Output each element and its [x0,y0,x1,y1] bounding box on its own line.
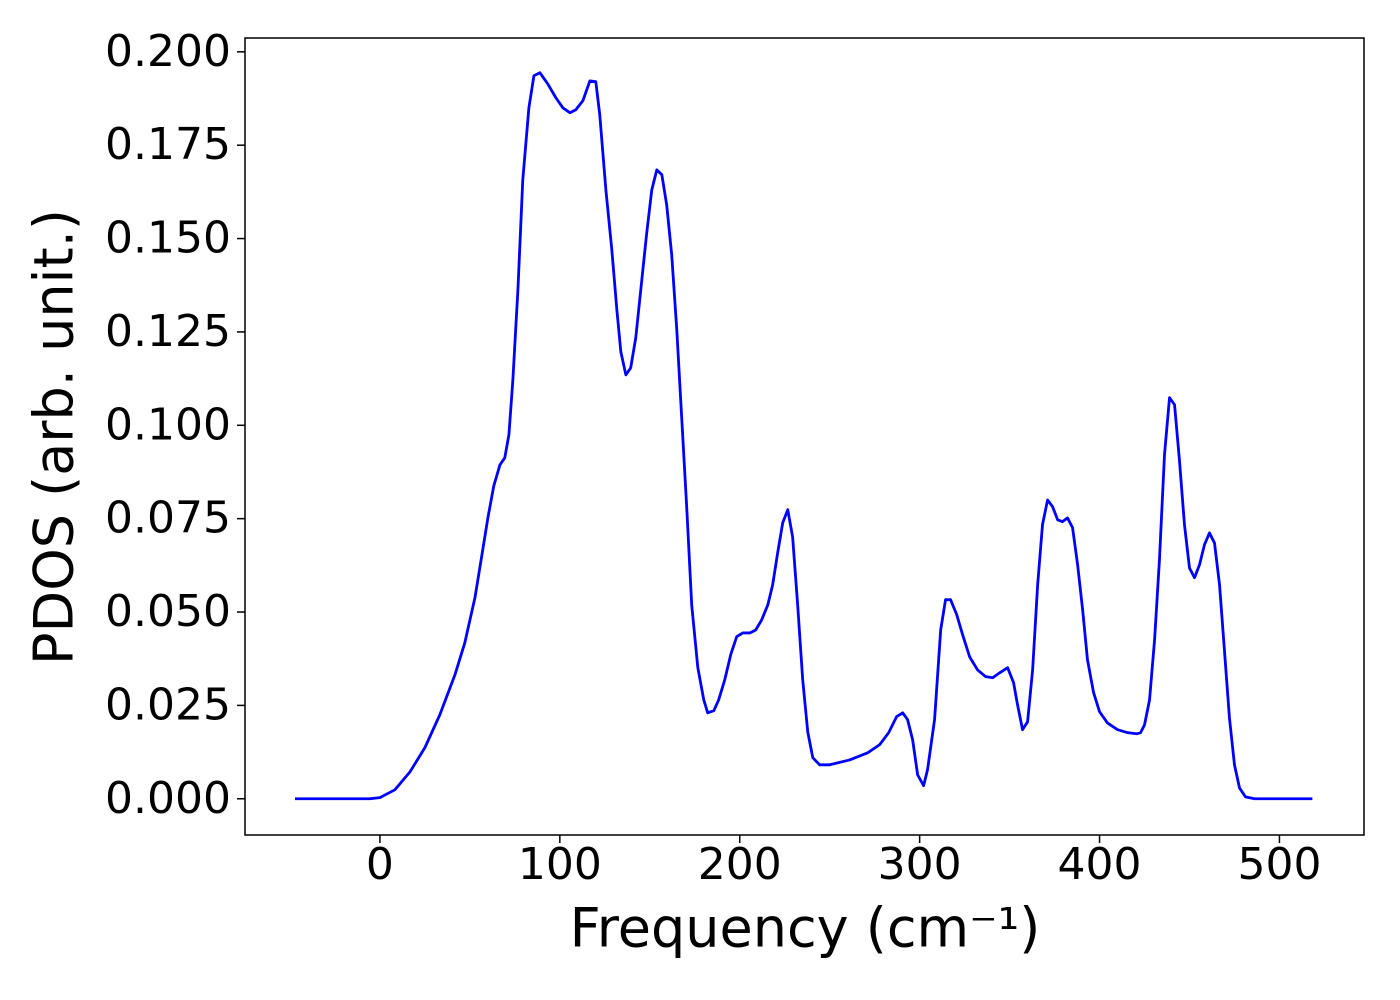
x-tick-label: 300 [878,839,962,890]
y-tick-label: 0.150 [105,213,231,264]
y-tick-label: 0.125 [105,306,231,357]
y-tick-label: 0.100 [105,399,231,450]
data-line [295,71,1313,801]
y-tick-label: 0.075 [105,493,231,544]
x-tick-label: 500 [1237,839,1321,890]
y-tick-label: 0.050 [105,586,231,637]
x-tick-label: 0 [366,839,394,890]
plot-frame [244,37,1365,836]
y-tick-label: 0.025 [105,679,231,730]
x-tick-label: 400 [1058,839,1142,890]
y-tick-label: 0.000 [105,773,231,824]
y-axis-label: PDOS (arb. unit.) [23,209,86,665]
x-tick-label: 200 [698,839,782,890]
y-tick-label: 0.175 [105,119,231,170]
y-tick-label: 0.200 [105,26,231,77]
x-tick-label: 100 [518,839,602,890]
x-axis-label: Frequency (cm⁻¹) [570,897,1041,960]
